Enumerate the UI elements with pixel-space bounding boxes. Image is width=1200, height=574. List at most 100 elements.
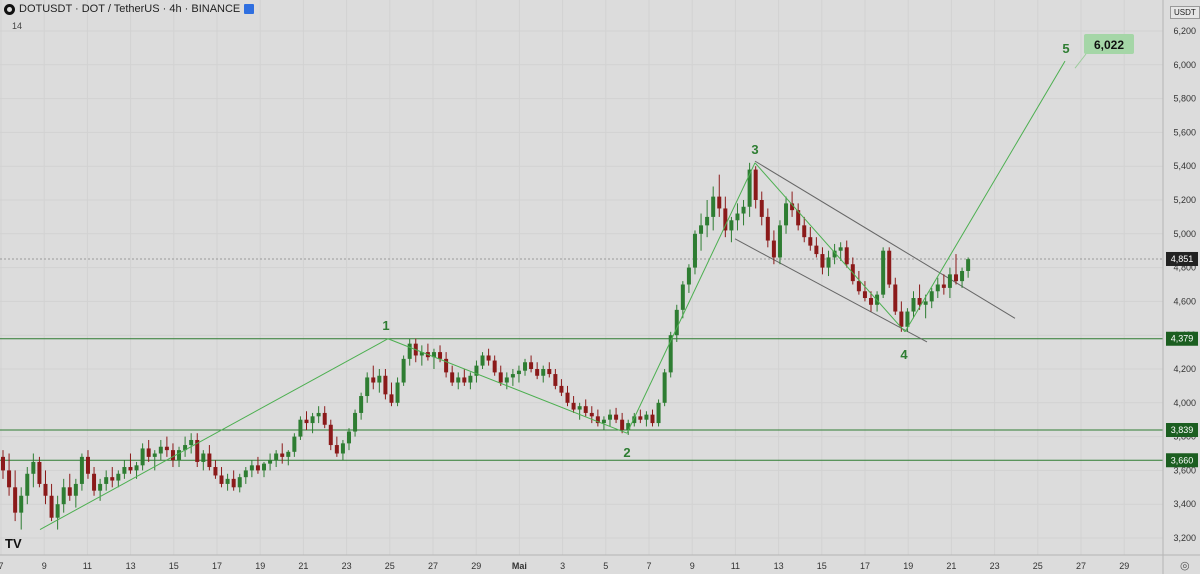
candle-body [25, 473, 30, 496]
tradingview-logo[interactable]: TV [5, 536, 22, 551]
candle-body [516, 370, 521, 375]
candle-body [456, 377, 461, 383]
candle-body [377, 375, 382, 383]
candle-body [662, 372, 667, 403]
channel-upper-line [754, 160, 1016, 319]
candle-body [808, 237, 813, 246]
candle-body [152, 453, 157, 457]
target-label-box [1084, 34, 1134, 54]
currency-badge[interactable]: USDT [1170, 6, 1200, 19]
time-tick-label: Mai [512, 561, 527, 571]
candle-body [444, 358, 449, 373]
time-tick-label: 25 [385, 561, 395, 571]
candle-body [814, 245, 819, 255]
wave-label: 3 [751, 142, 758, 157]
time-axis[interactable]: 7 9 11 13 15 17 19 21 23 25 27 29 Mai 3 5 7 9 11 13 15 17 19 2… [0, 561, 1129, 571]
time-tick-label: 13 [126, 561, 136, 571]
level-price-tag-label: 4,379 [1171, 334, 1194, 344]
dot-coin-icon [4, 3, 15, 15]
price-tick-label: 4,600 [1173, 296, 1196, 306]
level-price-tag [1166, 331, 1198, 346]
candle-body [559, 385, 564, 393]
candle-body [401, 358, 406, 383]
candle-body [450, 372, 455, 383]
candle-body [365, 377, 370, 397]
candle-body [838, 247, 843, 251]
candle-body [741, 206, 746, 214]
candle-body [237, 477, 242, 488]
candle-body [431, 352, 436, 358]
candle-body [535, 369, 540, 376]
candle-body [626, 423, 631, 430]
candle-body [92, 473, 97, 491]
candle-body [717, 196, 722, 209]
candle-body [134, 465, 139, 471]
price-tick-label: 5,400 [1173, 161, 1196, 171]
candle-body [960, 270, 965, 282]
candle-body [608, 414, 612, 420]
candle-body [941, 284, 946, 288]
candle-body [790, 203, 795, 211]
candle-body [893, 284, 898, 312]
level-price-tag-label: 3,839 [1171, 425, 1194, 435]
candle-body [911, 298, 916, 312]
candle-body [262, 463, 267, 471]
wave-segment [754, 162, 906, 333]
candle-body [595, 416, 600, 424]
candle-body [862, 291, 867, 299]
price-tick-label: 3,200 [1173, 533, 1196, 543]
flag-icon[interactable] [244, 4, 255, 14]
candle-body [565, 392, 570, 403]
wave-label: 1 [382, 318, 389, 333]
candle-body [680, 284, 685, 310]
candle-body [923, 301, 928, 305]
candle-body [577, 406, 582, 410]
support-levels [0, 258, 1163, 461]
grid [0, 0, 1163, 555]
candle-body [826, 257, 831, 268]
time-tick-label: 9 [690, 561, 695, 571]
time-tick-label: 21 [298, 561, 308, 571]
settings-icon[interactable]: ◎ [1180, 560, 1190, 572]
candle-body [705, 216, 710, 226]
candle-body [98, 483, 103, 491]
candle-body [110, 477, 115, 481]
symbol-title[interactable]: DOTUSDT · DOT / TetherUS · 4h · BINANCE [19, 3, 241, 15]
candle-body [601, 419, 606, 424]
candle-body [486, 355, 491, 361]
candle-body [735, 213, 740, 221]
price-tick-label: 5,200 [1173, 195, 1196, 205]
candle-body [19, 495, 24, 513]
candle-body [935, 284, 940, 292]
wave-segment [626, 162, 756, 434]
candle-body [122, 467, 127, 474]
time-tick-label: 7 [646, 561, 651, 571]
last-price-tag [1166, 251, 1198, 266]
wave-label: 2 [623, 445, 630, 460]
candle-body [492, 360, 497, 373]
chart-header[interactable]: DOTUSDT · DOT / TetherUS · 4h · BINANCE [4, 3, 255, 15]
candle-body [340, 443, 345, 454]
time-tick-label: 19 [903, 561, 913, 571]
candle-body [7, 470, 12, 488]
candle-body [128, 467, 133, 471]
candle-body [832, 250, 837, 258]
target-callout-pointer [1074, 53, 1087, 69]
candle-body [771, 240, 776, 258]
candle-body [219, 475, 224, 484]
candle-body [37, 461, 42, 484]
candle-body [243, 470, 248, 478]
candle-body [729, 220, 734, 231]
candle-body [887, 250, 892, 285]
candle-body [359, 396, 364, 413]
candle-body [183, 445, 188, 451]
candle-body [189, 439, 194, 446]
wave-segment [387, 338, 628, 434]
candle-body [268, 460, 273, 464]
candle-body [371, 377, 376, 383]
candle-body [480, 355, 485, 366]
candle-body [529, 362, 534, 369]
time-tick-label: 5 [603, 561, 608, 571]
